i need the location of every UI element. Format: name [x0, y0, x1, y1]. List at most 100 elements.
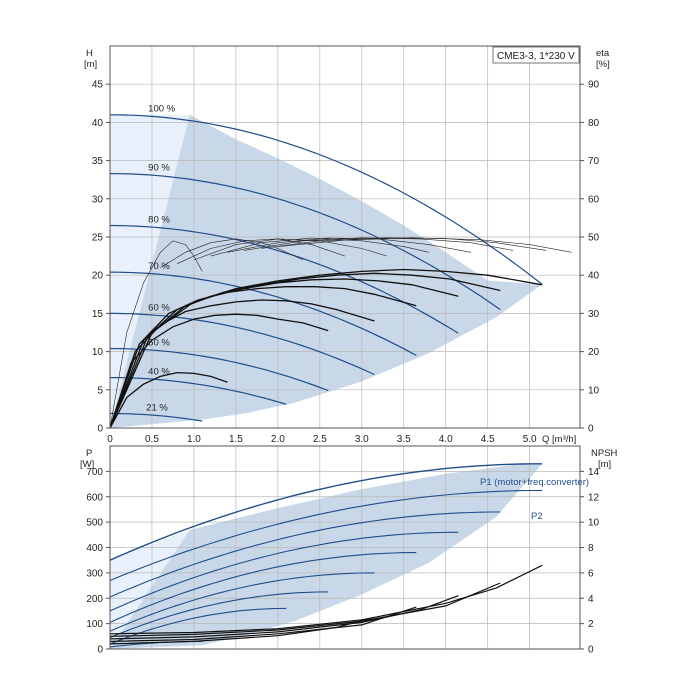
y2-tick-label-npsh: 2: [588, 619, 594, 630]
head-curves: 100 % 90 % 80 % 70 % 60 % 50 % 40 % 21 %: [109, 104, 543, 422]
speed-label: 21 %: [146, 402, 168, 413]
y2-tick-label-eta: 40: [588, 271, 600, 282]
chart-title-box: CME3-3, 1*230 V: [492, 46, 580, 64]
efficiency-curve: [109, 371, 228, 429]
speed-label: 80 %: [148, 214, 170, 225]
efficiency-curve: [109, 272, 501, 429]
y2-tick-label-eta: 10: [588, 385, 600, 396]
speed-label: 100 %: [148, 104, 175, 115]
chart-title: CME3-3, 1*230 V: [497, 51, 575, 62]
power-curve: [109, 572, 375, 632]
x-tick-label: 4.5: [481, 434, 495, 445]
head-curve: [109, 224, 459, 334]
y-tick-label-h: 10: [92, 347, 104, 358]
y-tick-label-h: 30: [92, 194, 104, 205]
p1-series-label: P1 (motor+freq.converter): [480, 477, 589, 488]
y-tick-label-p: 500: [86, 518, 103, 529]
p1-curve: [109, 463, 543, 561]
npsh-curve: [109, 582, 501, 637]
x-tick-label: 3.5: [397, 434, 411, 445]
x-tick-label: 5.0: [523, 434, 537, 445]
x-tick-label: 0: [107, 434, 113, 445]
y-tick-label-p: 200: [86, 594, 103, 605]
power-operating-envelope: [110, 463, 543, 649]
head-envelope-shade: [110, 114, 543, 428]
efficiency-curve: [109, 278, 459, 429]
power-curves: [109, 463, 543, 648]
y2-tick-label-eta: 0: [588, 424, 594, 435]
y-tick-label-h: 0: [97, 424, 103, 435]
y2-tick-label-npsh: 12: [588, 492, 600, 503]
head-axis-ticks: 0 5 10 15 20 25 30 35 40 45 0 10 20 30 40 50 60 70 80 90 0 0.…: [92, 80, 600, 445]
npsh-curve: [109, 564, 543, 635]
y2-tick-label-npsh: 10: [588, 518, 600, 529]
efficiency-contour: [160, 238, 304, 268]
efficiency-curve: [109, 286, 417, 429]
speed-label: 40 %: [148, 366, 170, 377]
x-tick-label: 2.0: [271, 434, 285, 445]
y2-tick-label-npsh: 0: [588, 645, 594, 656]
x-tick-label: 3.0: [355, 434, 369, 445]
power-curve: [109, 591, 329, 639]
y2-tick-label-eta: 20: [588, 347, 600, 358]
power-curve: [109, 552, 417, 623]
head-curve: [109, 173, 501, 311]
y-axis-unit-h: [m]: [84, 59, 97, 70]
y-tick-label-h: 45: [92, 80, 104, 91]
y2-tick-label-eta: 60: [588, 194, 600, 205]
y2-tick-label-eta: 50: [588, 233, 600, 244]
power-curve: [109, 531, 459, 612]
speed-label: 60 %: [148, 302, 170, 313]
efficiency-contour: [176, 238, 346, 264]
head-plot: 100 % 90 % 80 % 70 % 60 % 50 % 40 % 21 % 0 5 10 15…: [84, 45, 610, 445]
y-tick-label-p: 300: [86, 568, 103, 579]
y-tick-label-h: 25: [92, 233, 104, 244]
y2-axis-label-npsh: NPSH: [591, 448, 618, 459]
y2-tick-label-eta: 30: [588, 309, 600, 320]
x-tick-label: 0.5: [145, 434, 159, 445]
y-tick-label-h: 5: [97, 385, 103, 396]
head-curve: [110, 312, 375, 376]
head-curve: [109, 114, 543, 285]
y-tick-label-p: 100: [86, 619, 103, 630]
efficiency-curve: [109, 313, 329, 429]
efficiency-contour: [210, 237, 429, 257]
y2-tick-label-eta: 70: [588, 156, 600, 167]
y-tick-label-h: 15: [92, 309, 104, 320]
npsh-curve: [109, 595, 459, 640]
efficiency-curves: [109, 237, 572, 429]
power-curve: [109, 489, 543, 582]
power-grid: [110, 446, 580, 649]
power-envelope-light: [110, 529, 190, 649]
efficiency-contour: [277, 237, 572, 253]
y2-tick-label-eta: 90: [588, 80, 600, 91]
x-axis-label-q-top: Q [m³/h]: [542, 434, 576, 445]
y2-tick-label-npsh: 4: [588, 594, 594, 605]
y-axis-unit-p: [W]: [80, 459, 94, 470]
power-axis-ticks: 0 100 200 300 400 500 600 700 0 2 4 6 8 10 12 14: [86, 467, 599, 656]
y-tick-label-p: 400: [86, 543, 103, 554]
y-axis-label-p: P: [86, 448, 92, 459]
head-curve: [110, 377, 287, 405]
y-tick-label-p: 0: [97, 645, 103, 656]
efficiency-curve: [109, 268, 543, 429]
y2-tick-label-npsh: 14: [588, 467, 600, 478]
x-tick-label: 2.5: [313, 434, 327, 445]
speed-label: 70 %: [148, 261, 170, 272]
head-curve: [109, 271, 417, 356]
y2-tick-label-npsh: 6: [588, 568, 594, 579]
npsh-curve: [109, 606, 417, 642]
power-envelope-shade: [110, 463, 543, 649]
npsh-curve: [109, 616, 375, 645]
efficiency-contour: [193, 238, 388, 261]
head-curve: [110, 412, 203, 422]
speed-label: 50 %: [148, 337, 170, 348]
y-axis-label-h: H: [86, 48, 93, 59]
speed-label: 90 %: [148, 162, 170, 173]
y2-tick-label-eta: 80: [588, 118, 600, 129]
efficiency-contour: [109, 240, 203, 429]
head-grid: [110, 46, 580, 428]
efficiency-curve: [109, 299, 375, 429]
y2-axis-label-eta: eta: [596, 48, 610, 59]
